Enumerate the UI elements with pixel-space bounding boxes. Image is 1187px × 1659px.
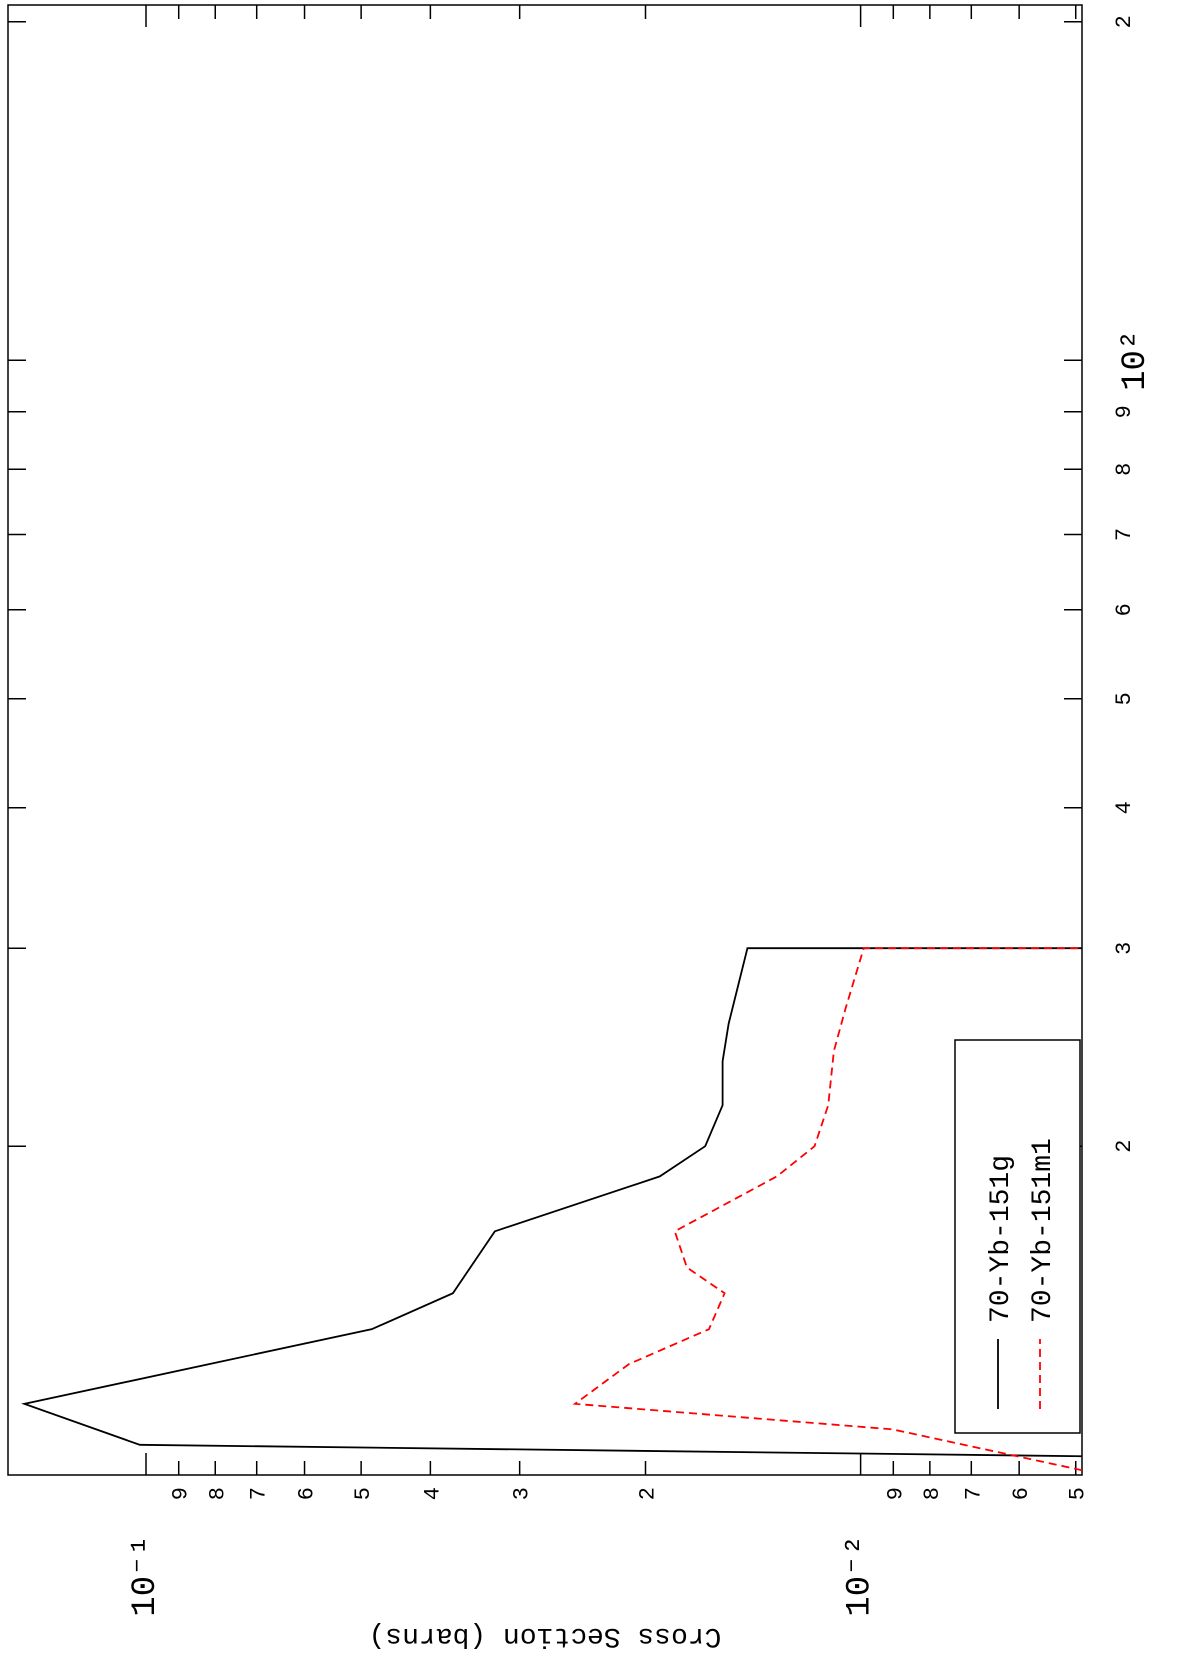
x-tick-label: 3 [1112, 942, 1137, 955]
y-tick-label: 5 [351, 1487, 376, 1500]
y-tick-label: 6 [295, 1487, 320, 1500]
series-line [21, 947, 1082, 1458]
y-tick-label: 8 [920, 1487, 945, 1500]
x-tick-label: 10² [1117, 330, 1155, 391]
series-line [572, 947, 1082, 1472]
x-tick-label: 8 [1112, 463, 1137, 476]
x-tick-label: 9 [1112, 405, 1137, 418]
x-tick-label: 4 [1112, 801, 1137, 814]
y-tick-label: 4 [420, 1487, 445, 1500]
y-tick-label: 6 [1009, 1487, 1034, 1500]
legend-box [954, 1039, 1081, 1434]
y-tick-label: 2 [635, 1487, 660, 1500]
y-tick-label: 7 [247, 1487, 272, 1500]
x-tick-label: 2 [1112, 15, 1137, 28]
plot-frame [7, 4, 1083, 1476]
x-tick-label: 2 [1112, 1140, 1137, 1153]
x-tick-label: 5 [1112, 692, 1137, 705]
y-tick-label: 10⁻² [842, 1535, 880, 1617]
x-tick-label: 6 [1112, 603, 1137, 616]
legend-label: 70-Yb-151g [986, 1155, 1017, 1323]
y-tick-label: 10⁻¹ [127, 1535, 165, 1617]
y-tick-label: 5 [1066, 1487, 1091, 1500]
y-tick-label: 3 [510, 1487, 535, 1500]
y-tick-label: 9 [883, 1487, 908, 1500]
legend-label: 70-Yb-151m1 [1028, 1138, 1059, 1323]
y-tick-label: 7 [961, 1487, 986, 1500]
x-tick-label: 7 [1112, 528, 1137, 541]
y-axis-label: Cross Section (barns) [369, 1620, 722, 1651]
y-tick-label: 9 [169, 1487, 194, 1500]
y-tick-label: 8 [205, 1487, 230, 1500]
